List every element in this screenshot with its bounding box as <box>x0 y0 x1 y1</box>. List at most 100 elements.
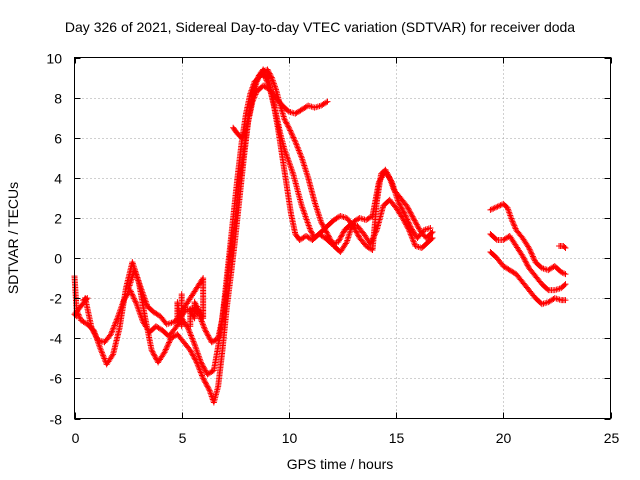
data-point-marker <box>409 235 416 242</box>
data-point-marker <box>338 233 345 240</box>
data-point-marker <box>162 347 169 354</box>
data-point-marker <box>286 126 293 133</box>
data-point-marker <box>240 130 247 137</box>
data-point-marker <box>404 204 411 211</box>
data-point-marker <box>112 321 119 328</box>
data-point-marker <box>318 218 325 225</box>
data-point-marker <box>405 206 412 213</box>
data-point-marker <box>287 128 294 135</box>
data-point-marker <box>308 228 315 235</box>
data-point-marker <box>190 352 197 359</box>
data-point-marker <box>199 321 206 328</box>
data-point-marker <box>129 291 136 298</box>
data-point-marker <box>528 250 535 257</box>
data-point-marker <box>200 376 207 383</box>
data-point-marker <box>408 232 415 239</box>
data-point-marker <box>558 269 565 276</box>
data-point-marker <box>531 256 538 263</box>
data-point-marker <box>336 236 343 243</box>
data-point-marker <box>199 319 206 326</box>
data-point-marker <box>287 127 294 134</box>
data-point-marker <box>189 336 196 343</box>
data-point-marker <box>296 148 303 155</box>
data-point-marker <box>487 206 494 213</box>
data-point-marker <box>206 335 213 342</box>
data-point-marker <box>385 173 392 180</box>
data-point-marker <box>329 240 336 247</box>
data-point-marker <box>337 235 344 241</box>
series-track-5 <box>487 200 569 278</box>
data-point-marker <box>109 326 116 333</box>
data-point-marker <box>202 380 209 387</box>
data-point-marker <box>130 294 137 301</box>
data-point-marker <box>149 348 156 355</box>
y-tick-label: -4 <box>50 331 63 347</box>
data-point-marker <box>395 200 402 207</box>
data-point-marker <box>562 297 569 304</box>
data-point-marker <box>108 329 115 336</box>
data-point-marker <box>187 347 194 354</box>
data-point-marker <box>132 298 139 305</box>
tick-labels: 0 5 10 15 20 25 -8 -6 -4 -2 0 2 4 6 8 10 <box>46 51 619 447</box>
data-point-marker <box>198 318 205 325</box>
data-point-marker <box>100 352 107 359</box>
data-point-marker <box>187 323 194 330</box>
data-point-marker <box>402 213 409 220</box>
data-point-marker <box>199 362 206 369</box>
data-point-marker <box>396 201 403 208</box>
data-point-marker <box>523 259 530 266</box>
data-point-marker <box>402 212 409 219</box>
data-point-marker <box>326 235 333 241</box>
data-point-marker <box>415 224 422 231</box>
data-point-marker <box>200 364 207 371</box>
data-point-marker <box>409 213 416 220</box>
data-point-marker <box>112 319 119 326</box>
y-tick-label: 2 <box>54 211 62 227</box>
data-point-marker <box>382 166 389 173</box>
data-point-marker <box>186 328 193 335</box>
data-point-marker <box>414 222 421 229</box>
data-point-marker <box>161 349 168 356</box>
data-point-marker <box>188 349 195 356</box>
data-point-marker <box>404 217 411 224</box>
data-point-marker <box>188 334 195 341</box>
data-point-marker <box>113 316 120 323</box>
data-point-marker <box>488 206 495 213</box>
data-point-marker <box>200 322 207 329</box>
data-point-marker <box>292 140 299 147</box>
data-point-marker <box>89 326 96 333</box>
data-point-marker <box>205 384 212 391</box>
data-point-marker <box>202 379 209 386</box>
data-point-marker <box>150 351 157 358</box>
data-point-marker <box>529 253 536 260</box>
data-point-marker <box>408 234 415 241</box>
data-point-marker <box>398 205 405 212</box>
data-point-marker <box>198 371 205 378</box>
data-point-marker <box>559 269 566 276</box>
data-point-marker <box>203 382 210 389</box>
data-point-marker <box>164 342 171 349</box>
data-point-marker <box>401 210 408 217</box>
y-tick-label: 8 <box>54 91 62 107</box>
data-point-marker <box>510 219 517 226</box>
x-axis-label: GPS time / hours <box>286 456 394 472</box>
data-point-marker <box>205 386 212 393</box>
data-point-marker <box>289 133 296 140</box>
data-point-marker <box>297 150 304 157</box>
data-point-marker <box>410 237 417 244</box>
data-point-marker <box>187 348 194 355</box>
data-point-marker <box>92 333 99 340</box>
data-point-marker <box>350 222 357 229</box>
data-point-marker <box>90 327 97 334</box>
data-point-marker <box>113 318 120 325</box>
data-point-marker <box>526 245 533 252</box>
y-tick-label: -2 <box>50 291 63 307</box>
data-point-marker <box>526 246 533 253</box>
series-track-6 <box>487 230 569 294</box>
data-point-marker <box>165 340 172 347</box>
data-point-marker <box>238 134 245 141</box>
data-point-marker <box>354 230 361 237</box>
x-tick-label: 15 <box>389 430 405 446</box>
data-point-marker <box>529 252 536 259</box>
